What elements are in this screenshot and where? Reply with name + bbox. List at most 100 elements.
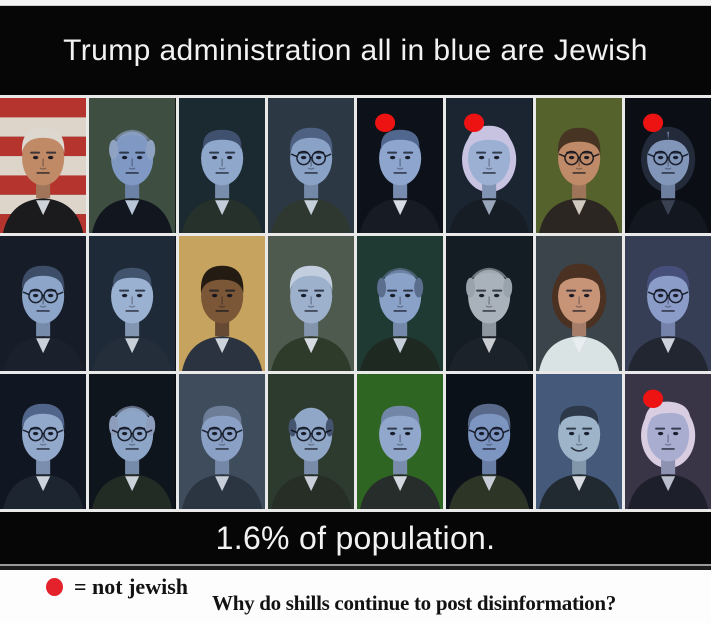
shirt [393,338,408,354]
portrait-cell-r3c3 [178,374,265,509]
shoulders [181,474,262,509]
portrait-cell-r3c7 [535,374,622,509]
portrait-art [0,374,87,509]
brow [224,151,235,154]
brow [119,151,130,154]
eye [47,155,54,160]
shoulders [3,336,84,371]
divider-dark [0,566,711,570]
portrait-art [535,374,622,509]
nose [664,158,672,170]
shirt [303,338,318,354]
portrait-cell-r2c1 [0,236,87,371]
eye [672,293,679,298]
flag-stripe [0,117,87,137]
brow [297,289,308,292]
portrait-cell-r3c5 [357,374,444,509]
eye [568,293,574,298]
shoulders [92,336,173,371]
not-jewish-dot-icon [464,113,485,133]
brow [492,289,503,292]
shirt [482,200,497,216]
nose [39,296,47,308]
face [646,131,689,186]
footer: = not jewish Why do shills continue to p… [0,570,711,623]
portrait-cell-r2c8 [624,236,711,371]
eye [389,293,396,298]
portrait-cell-r1c8 [624,98,711,233]
hair [643,401,691,430]
eye [583,155,589,160]
glasses-icon [22,426,64,442]
brow [403,427,414,430]
face [468,407,511,462]
hair [559,405,598,426]
nose [129,434,136,446]
face [200,131,243,186]
eye [494,155,500,160]
shirt [125,200,140,216]
eye [137,293,143,298]
hair [109,415,119,436]
eye [404,293,411,298]
face [379,407,422,462]
eye [32,431,39,436]
glasses-icon [647,150,689,166]
brow [403,289,414,292]
eye [32,293,39,298]
hair [380,405,420,426]
eye [568,155,574,160]
eye [494,431,500,436]
portrait-cell-r1c7 [535,98,622,233]
portrait-art [535,236,622,371]
shirt [36,476,51,492]
face [646,407,689,462]
portrait-cell-r2c4 [267,236,354,371]
nose [39,434,47,446]
portrait-cell-r3c6 [446,374,533,509]
eye [568,431,574,436]
shoulders [270,198,351,233]
glasses-icon [290,426,332,442]
eye [657,155,664,160]
shirt [303,200,318,216]
shirt [393,476,408,492]
portrait-cell-r1c5 [357,98,444,233]
not-jewish-dot-icon [642,113,663,133]
portrait-cell-r2c6 [446,236,533,371]
nose [307,158,315,170]
brow [135,289,146,292]
face [557,407,600,462]
shoulders [627,336,708,371]
hair [466,277,476,298]
hair [289,127,333,154]
eye [137,431,143,436]
glasses-icon [469,426,510,442]
shoulders [270,474,351,509]
hair [289,265,333,292]
portrait-cell-r1c1 [0,98,87,233]
face [289,269,332,324]
shirt [214,338,229,354]
hair [113,267,152,288]
nose [575,158,582,170]
nose [664,296,672,308]
shoulders [538,474,619,509]
shirt [303,476,318,492]
face [111,269,154,324]
portrait-art [267,98,354,233]
shoulders [449,474,530,509]
portrait-cell-r1c6 [446,98,533,233]
eye [479,293,485,298]
eye [211,293,217,298]
portrait-cell-r2c3 [178,236,265,371]
portrait-cell-r3c2 [89,374,176,509]
mouth [570,446,588,452]
nose [575,296,582,308]
divider-light [0,564,711,566]
shirt [571,338,586,354]
eye [479,431,485,436]
hair [202,129,241,150]
glasses-icon [647,288,689,304]
portrait-art [89,374,176,509]
